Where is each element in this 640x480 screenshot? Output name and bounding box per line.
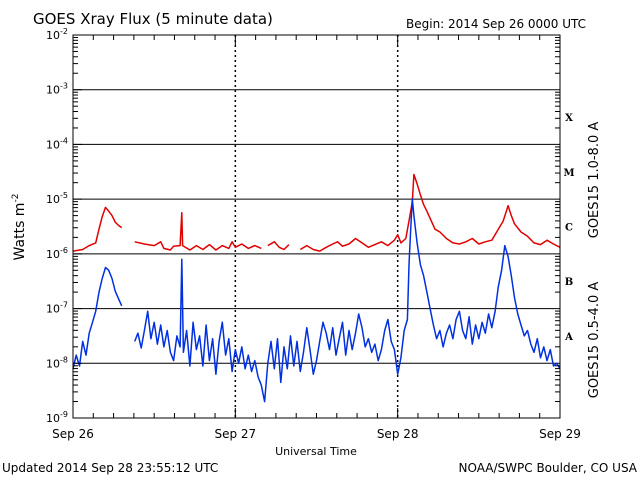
x-tick-label: Sep 27 <box>214 427 256 441</box>
flare-class-label: C <box>565 223 573 234</box>
chart-title: GOES Xray Flux (5 minute data) <box>33 10 273 28</box>
y-tick-label: 10-7 <box>46 301 68 316</box>
y-tick-label: 10-5 <box>46 191 68 206</box>
grid <box>73 35 560 418</box>
y-tick-label: 10-3 <box>46 82 68 97</box>
y-tick-label: 10-6 <box>46 246 68 261</box>
y-tick-label: 10-9 <box>46 410 68 425</box>
series-line-1 <box>72 173 561 252</box>
legend-series-short: GOES15 0.5-4.0 A <box>587 282 602 399</box>
y-axis-title-exponent: -2 <box>11 194 21 203</box>
axis-labels: 10-9 10-8 10-7 10-6 10-5 10-4 10-3 10-2 Sep 26 Se… <box>46 27 581 441</box>
y-tick-label: 10-4 <box>46 136 68 151</box>
y-axis-title-base: Watts m <box>12 203 28 261</box>
begin-time: Begin: 2014 Sep 26 0000 UTC <box>406 17 586 31</box>
y-tick-label: 10-2 <box>46 27 68 42</box>
y-tick-label: 10-8 <box>46 355 68 370</box>
updated-time: Updated 2014 Sep 28 23:55:12 UTC <box>2 461 218 475</box>
series-layer <box>72 173 561 403</box>
flare-class-label: X <box>565 113 573 124</box>
legend-series-long: GOES15 1.0-8.0 A <box>587 122 602 239</box>
x-tick-label: Sep 28 <box>377 427 419 441</box>
x-tick-label: Sep 26 <box>52 427 94 441</box>
x-tick-label: Sep 29 <box>539 427 581 441</box>
flare-class-label: A <box>564 332 573 343</box>
axis-ticks <box>72 35 561 419</box>
flare-class-label: M <box>563 168 574 179</box>
series-line-2 <box>72 198 561 403</box>
credit-text: NOAA/SWPC Boulder, CO USA <box>459 461 638 475</box>
flare-class-label: B <box>565 277 573 288</box>
x-axis-title: Universal Time <box>275 445 357 458</box>
y-axis-title: Watts m-2 <box>11 194 28 261</box>
